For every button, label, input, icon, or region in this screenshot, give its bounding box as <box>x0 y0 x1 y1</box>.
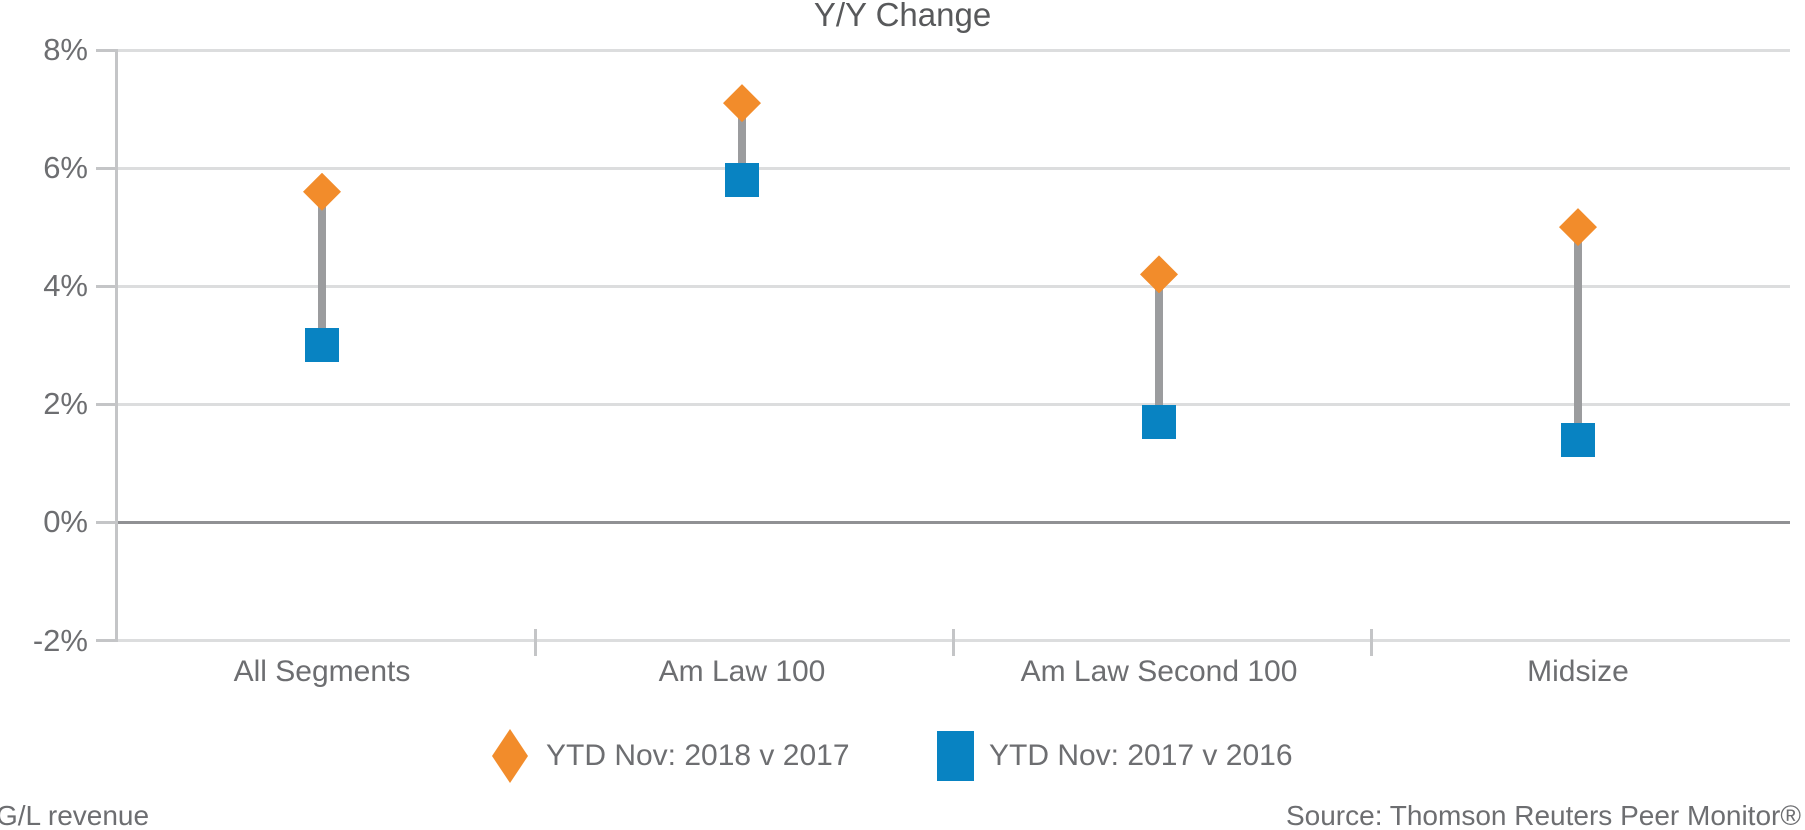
chart-title: Y/Y Change <box>813 0 992 33</box>
x-axis-label: All Segments <box>233 655 411 688</box>
marker-2018-diamond-icon <box>1559 208 1597 247</box>
legend-diamond-icon <box>492 729 528 783</box>
gridline <box>117 402 1790 406</box>
legend-label-2018-v-2017: YTD Nov: 2018 v 2017 <box>546 739 850 772</box>
marker-2017-square-icon <box>305 328 339 363</box>
y-axis-tick <box>96 166 117 170</box>
x-axis-label: Midsize <box>1527 655 1629 688</box>
legend-square-icon <box>937 731 974 781</box>
x-axis-tick <box>951 628 955 656</box>
x-axis-tick <box>1369 628 1373 656</box>
connector-line <box>318 191 326 346</box>
y-axis-line <box>115 48 118 642</box>
gridline <box>117 48 1790 52</box>
y-axis-label: -2% <box>32 622 88 658</box>
y-axis-label: 0% <box>43 504 88 540</box>
footnote-gl-revenue: G/L revenue <box>0 800 150 830</box>
x-axis-label: Am Law Second 100 <box>1020 655 1298 688</box>
footnote-source: Source: Thomson Reuters Peer Monitor® <box>1285 800 1801 830</box>
marker-2017-square-icon <box>1142 405 1176 439</box>
marker-2018-diamond-icon <box>723 84 761 123</box>
marker-2017-square-icon <box>725 162 759 197</box>
gridline <box>117 166 1790 170</box>
legend: YTD Nov: 2018 v 2017 YTD Nov: 2017 v 201… <box>0 727 1805 785</box>
legend-label-2017-v-2016: YTD Nov: 2017 v 2016 <box>989 739 1293 772</box>
connector-line <box>1155 274 1163 422</box>
gridline <box>117 284 1790 288</box>
zero-gridline <box>117 520 1790 524</box>
x-axis-tick <box>533 628 537 656</box>
y-axis-tick <box>96 639 117 642</box>
marker-2018-diamond-icon <box>303 172 341 211</box>
y-axis-tick <box>96 284 117 288</box>
y-axis-label: 2% <box>43 386 88 422</box>
y-axis-label: 4% <box>43 268 88 304</box>
connector-line <box>738 103 746 180</box>
connector-line <box>1574 227 1582 440</box>
x-axis-label: Am Law 100 <box>658 655 826 688</box>
y-axis-label: 8% <box>43 32 88 67</box>
y-axis-tick <box>96 402 117 406</box>
y-axis-tick <box>96 520 117 524</box>
y-axis-label: 6% <box>43 150 88 186</box>
marker-2017-square-icon <box>1561 422 1595 457</box>
y-axis-tick <box>96 48 117 52</box>
